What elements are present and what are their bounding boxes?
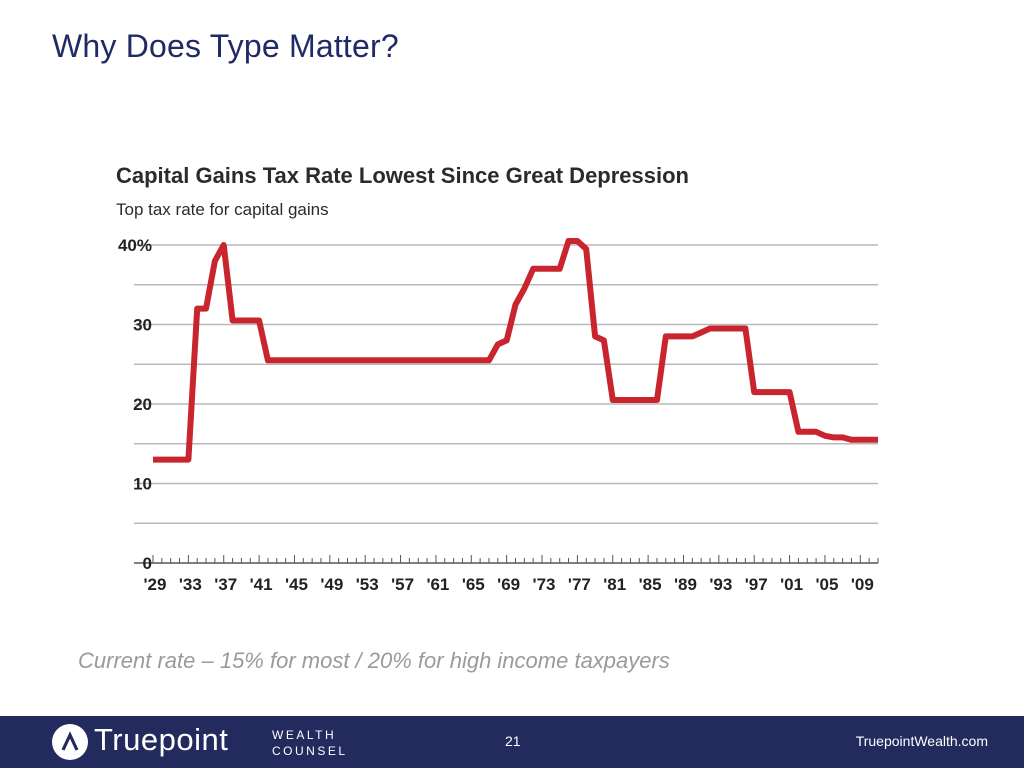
x-tick-label: '45 (285, 575, 308, 594)
brand-name: Truepoint (94, 722, 229, 757)
slide-title: Why Does Type Matter? (52, 28, 399, 64)
x-axis (134, 555, 879, 564)
x-tick-label: '29 (144, 575, 167, 594)
y-tick-label: 10 (133, 475, 152, 494)
chart-title: Capital Gains Tax Rate Lowest Since Grea… (116, 163, 689, 188)
x-tick-label: '09 (851, 575, 874, 594)
x-tick-label: '69 (497, 575, 520, 594)
brand-counsel: COUNSEL (272, 744, 348, 758)
y-axis: 0 10 20 30 40% (118, 236, 152, 573)
x-tick-label: '97 (745, 575, 768, 594)
footer: Truepoint WEALTH COUNSEL 21 TruepointWea… (0, 716, 1024, 768)
y-tick-label: 40% (118, 236, 152, 255)
chart-subtitle: Top tax rate for capital gains (116, 200, 329, 219)
caption: Current rate – 15% for most / 20% for hi… (78, 648, 670, 673)
brand-wealth: WEALTH (272, 728, 337, 742)
x-tick-label: '37 (214, 575, 237, 594)
x-tick-label: '93 (709, 575, 732, 594)
website-link[interactable]: TruepointWealth.com (855, 733, 988, 749)
truepoint-logo-icon (52, 724, 88, 760)
y-tick-label: 0 (143, 554, 152, 573)
series-layer (153, 238, 878, 463)
x-tick-label: '85 (639, 575, 662, 594)
x-tick-label: '05 (815, 575, 838, 594)
x-tick-label: '33 (179, 575, 202, 594)
x-tick-label: '61 (426, 575, 449, 594)
x-tick-label: '41 (250, 575, 273, 594)
x-tick-label: '81 (603, 575, 626, 594)
x-tick-label: '01 (780, 575, 803, 594)
x-tick-label: '49 (320, 575, 343, 594)
x-tick-label: '77 (568, 575, 591, 594)
x-tick-label: '53 (356, 575, 379, 594)
page-number: 21 (505, 733, 521, 749)
x-tick-label: '57 (391, 575, 414, 594)
y-tick-label: 20 (133, 395, 152, 414)
grid (134, 244, 878, 524)
x-tick-label: '89 (674, 575, 697, 594)
x-tick-label: '65 (462, 575, 485, 594)
series-line (153, 238, 878, 463)
y-tick-label: 30 (133, 316, 152, 335)
chart: Capital Gains Tax Rate Lowest Since Grea… (116, 163, 879, 594)
x-tick-label: '73 (533, 575, 556, 594)
x-axis-labels: '29 '33 '37 '41 '45 '49 '53 '57 '61 '65 '69 '73 '77 '… (144, 575, 874, 594)
